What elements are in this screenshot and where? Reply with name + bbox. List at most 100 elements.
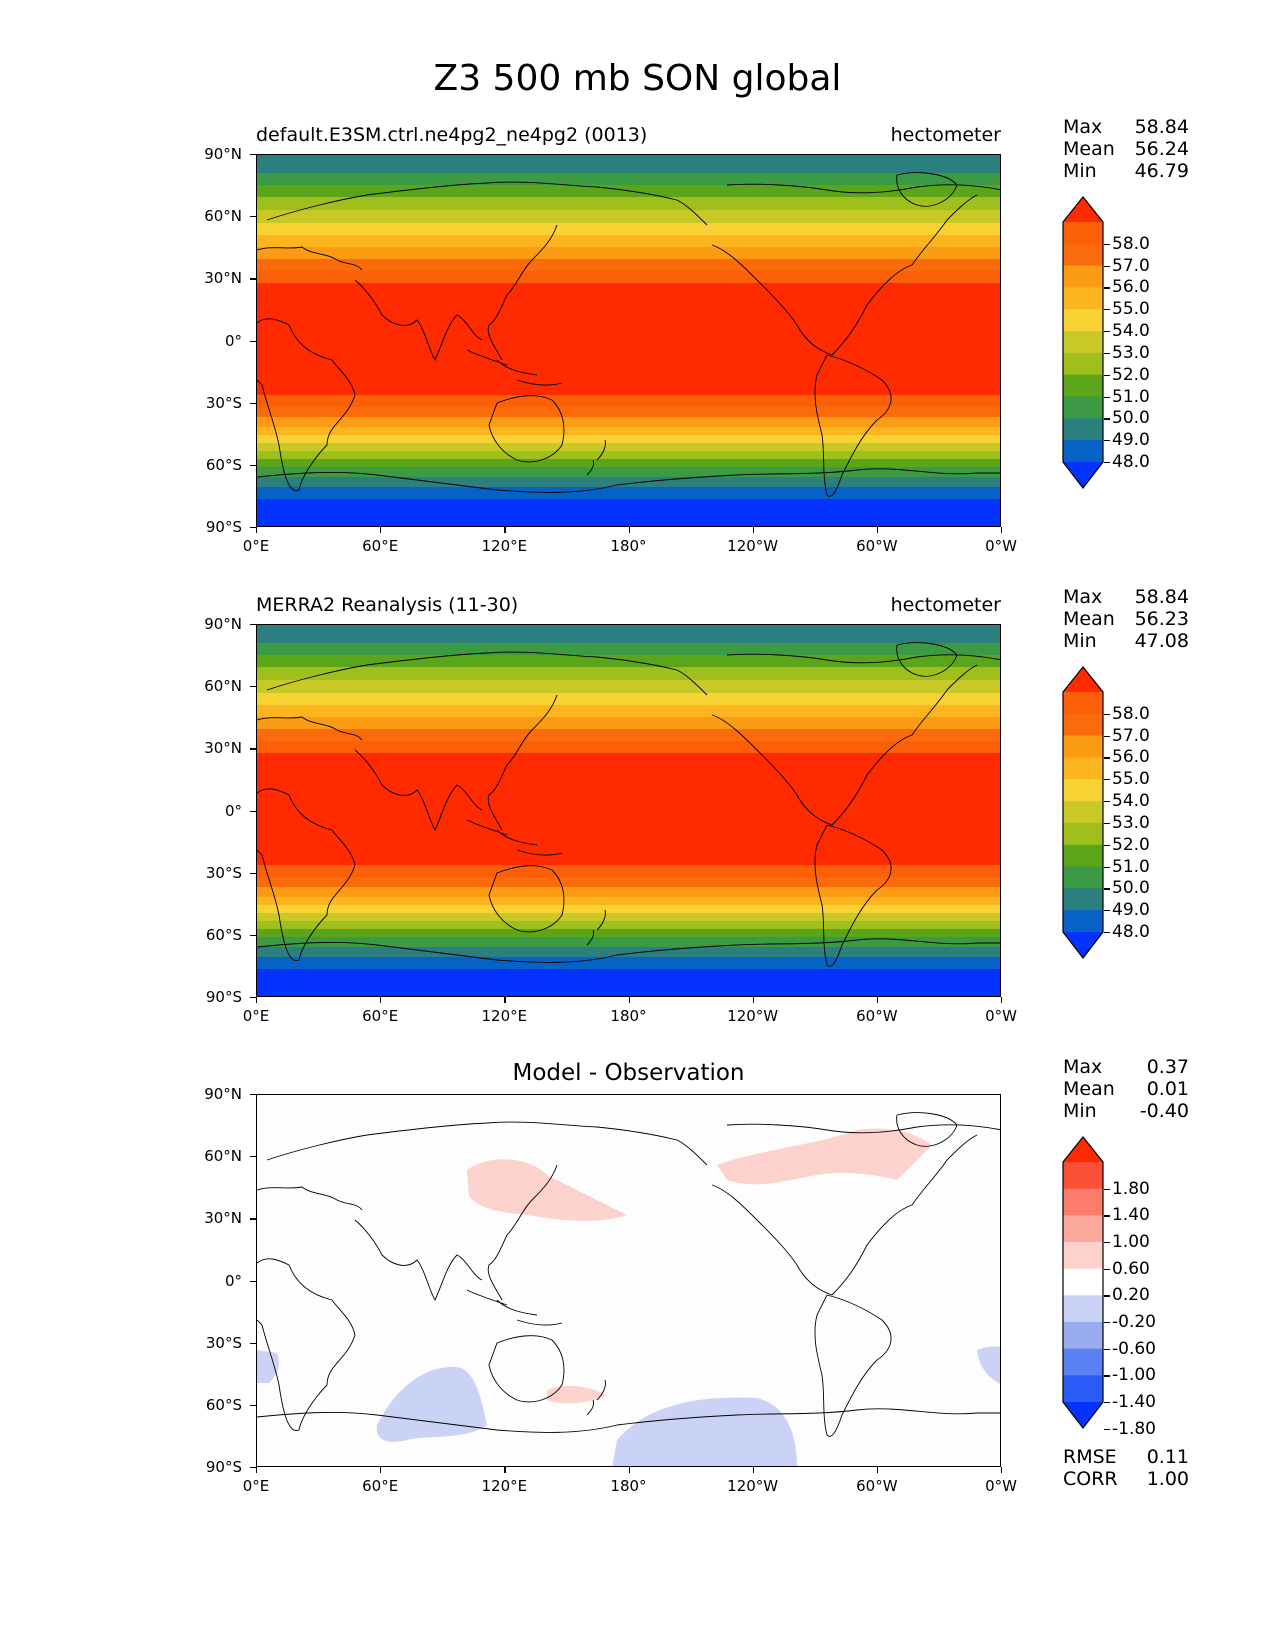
contour-band — [257, 643, 1000, 656]
y-tick-label: 0° — [224, 801, 242, 820]
colorbar-outline — [1062, 666, 1104, 959]
contour-band — [257, 197, 1000, 211]
panel-title-left: default.E3SM.ctrl.ne4pg2_ne4pg2 (0013) — [256, 124, 648, 146]
stat-name: Min — [1063, 160, 1097, 182]
stat-value: 58.84 — [1134, 116, 1189, 138]
colorbar-tick — [1104, 1428, 1110, 1430]
x-tick — [628, 527, 630, 533]
colorbar-segment — [1063, 757, 1103, 780]
colorbar-segment — [1063, 735, 1103, 758]
x-tick-label: 0°W — [985, 1477, 1017, 1495]
x-tick-label: 60°W — [856, 1007, 898, 1025]
colorbar-tick-label: 54.0 — [1112, 791, 1150, 812]
colorbar-tick-label: 1.80 — [1112, 1178, 1150, 1199]
colorbar-tick-label: 58.0 — [1112, 703, 1150, 724]
colorbar-tick — [1104, 1375, 1110, 1377]
y-tick-label: 30°N — [204, 1209, 242, 1228]
panel-stats: Max 0.37 Mean 0.01 Min -0.40 — [1063, 1056, 1189, 1122]
y-tick — [250, 527, 256, 529]
stat-value: 56.24 — [1134, 138, 1189, 160]
colorbar-extend-min — [1063, 462, 1103, 488]
contour-band — [257, 680, 1000, 694]
y-tick-label: 90°S — [205, 988, 242, 1006]
contour-band — [257, 155, 1000, 174]
y-tick — [250, 810, 256, 812]
colorbar — [1062, 1136, 1104, 1429]
panel-metrics: RMSE 0.11 CORR 1.00 — [1063, 1446, 1189, 1490]
y-tick — [250, 1156, 256, 1158]
x-tick — [1001, 527, 1003, 533]
colorbar-segment — [1063, 352, 1103, 376]
colorbar-tick — [1104, 735, 1110, 737]
x-tick-label: 60°E — [362, 537, 399, 555]
colorbar-segment — [1063, 1215, 1103, 1243]
x-tick-label: 0°E — [242, 537, 270, 555]
colorbar-segment — [1063, 287, 1103, 310]
x-tick-label: 0°W — [985, 1007, 1017, 1025]
stat-value: 0.01 — [1146, 1078, 1189, 1100]
y-tick-label: 90°S — [205, 518, 242, 536]
colorbar — [1062, 666, 1104, 959]
y-tick — [250, 464, 256, 467]
panel-units-label: hectometer — [890, 594, 1001, 616]
y-tick-label: 90°S — [205, 1458, 242, 1476]
positive-anomaly-south-pacific — [547, 1385, 607, 1404]
y-tick-label: 0° — [224, 331, 242, 350]
x-tick — [380, 527, 382, 533]
contour-band — [257, 667, 1000, 681]
y-tick — [250, 1218, 256, 1220]
y-tick — [250, 1404, 256, 1407]
colorbar-segment — [1063, 440, 1103, 463]
colorbar-tick — [1104, 844, 1110, 846]
colorbar-tick-label: 51.0 — [1112, 386, 1150, 407]
colorbar-tick — [1104, 462, 1110, 464]
colorbar-segment — [1063, 822, 1103, 846]
colorbar-extend-max — [1063, 197, 1103, 222]
panel-units-label: hectometer — [890, 124, 1001, 146]
stat-value: 58.84 — [1134, 586, 1189, 608]
x-tick — [256, 1467, 258, 1473]
x-tick — [1001, 1467, 1003, 1473]
colorbar-tick-label: 50.0 — [1112, 408, 1150, 429]
y-tick-label: 30°N — [204, 739, 242, 758]
colorbar-tick — [1104, 713, 1110, 715]
y-tick — [250, 1342, 256, 1344]
x-tick-label: 180° — [610, 537, 647, 555]
y-tick — [250, 340, 256, 342]
colorbar-segment — [1063, 265, 1103, 288]
colorbar-segment — [1063, 713, 1103, 737]
colorbar-tick-label: 49.0 — [1112, 900, 1150, 921]
y-tick — [250, 748, 256, 750]
contour-band — [257, 443, 1000, 452]
x-tick — [752, 997, 754, 1003]
y-tick-label: 60°N — [204, 207, 242, 226]
x-tick-label: 180° — [610, 1477, 647, 1495]
metric-name: RMSE — [1063, 1446, 1117, 1468]
contour-band — [257, 929, 1000, 938]
stat-name: Max — [1063, 116, 1103, 138]
contour-band — [257, 459, 1000, 468]
colorbar-tick-label: 52.0 — [1112, 834, 1150, 855]
colorbar-segment — [1063, 779, 1103, 802]
colorbar-segment — [1063, 374, 1103, 398]
negative-anomaly-indian-ocean — [376, 1366, 487, 1442]
stat-value: 47.08 — [1134, 630, 1189, 652]
contour-band — [257, 887, 1000, 898]
contour-band — [257, 271, 1000, 284]
colorbar-tick — [1104, 243, 1110, 245]
y-tick — [250, 686, 256, 688]
x-tick-label: 120°W — [727, 537, 779, 555]
colorbar-segment — [1063, 396, 1103, 419]
x-tick — [876, 527, 879, 533]
colorbar-segment — [1063, 1375, 1103, 1403]
stat-name: Min — [1063, 630, 1097, 652]
contour-band — [257, 407, 1000, 418]
y-tick — [250, 278, 256, 280]
colorbar-segment — [1063, 309, 1103, 332]
colorbar-tick — [1104, 265, 1110, 267]
stat-name: Max — [1063, 586, 1103, 608]
colorbar-segment — [1063, 692, 1103, 715]
colorbar-tick-label: -1.40 — [1112, 1392, 1156, 1412]
y-tick-label: 60°S — [205, 925, 242, 944]
contour-band — [257, 897, 1000, 906]
